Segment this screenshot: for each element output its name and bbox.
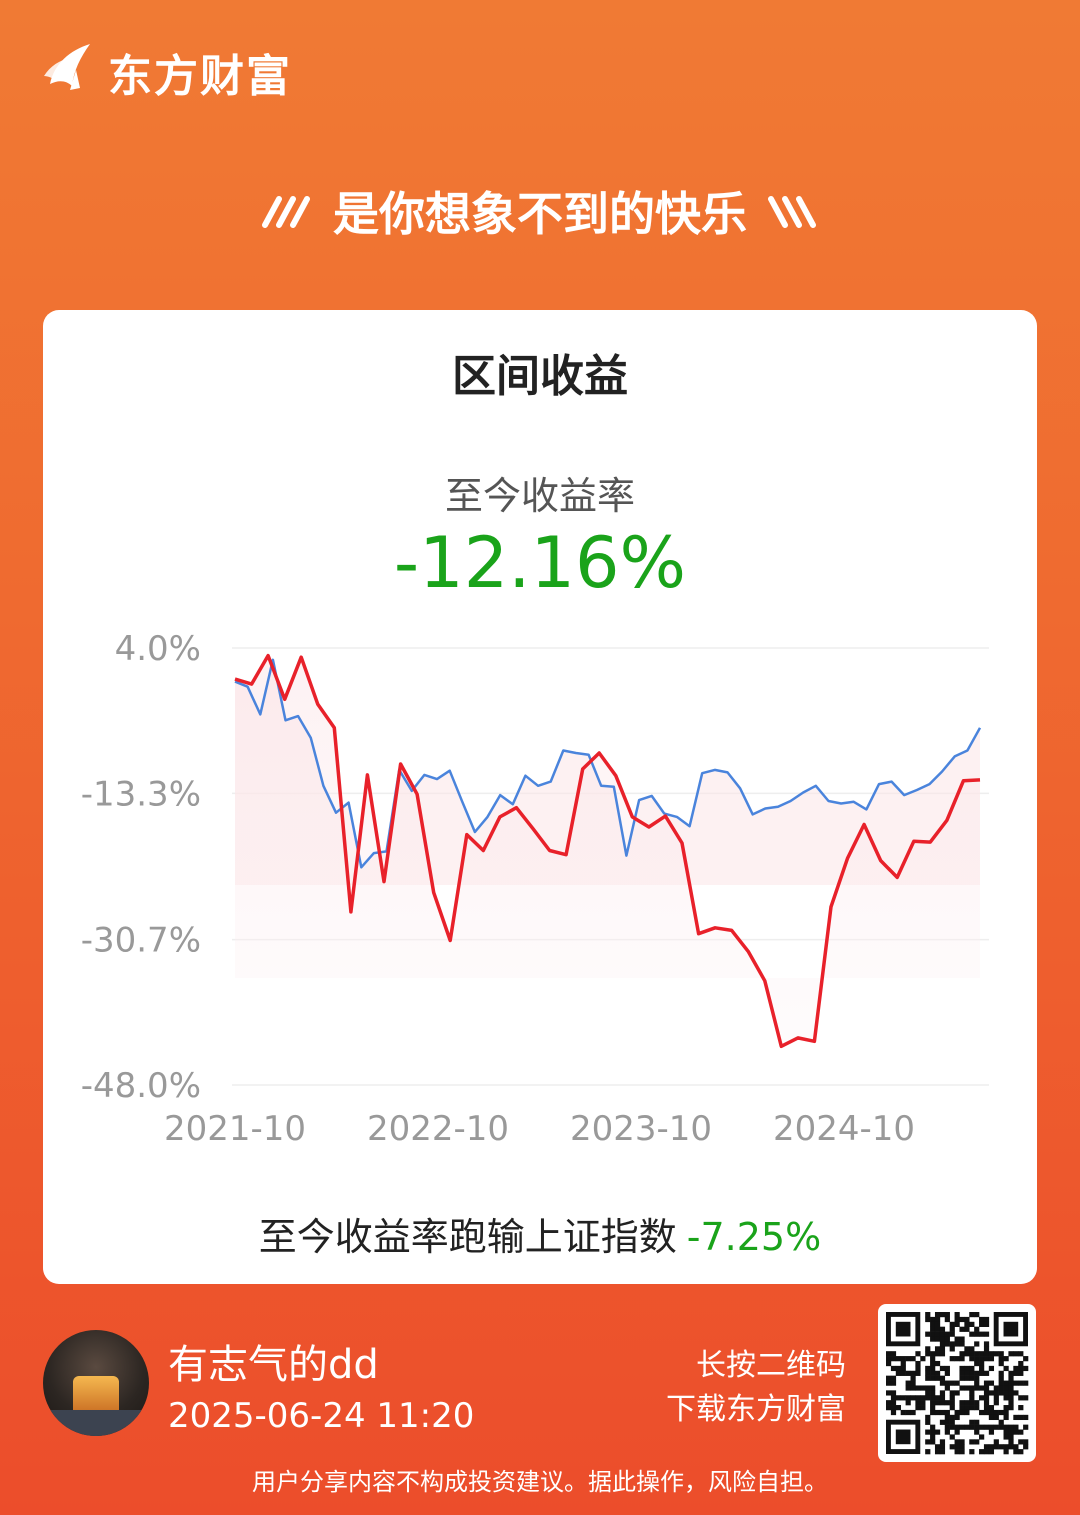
slogan: 是你想象不到的快乐 [0,178,1080,244]
rate-label: 至今收益率 [444,474,635,518]
fund-area [235,655,980,1047]
y-tick-label: -30.7% [81,921,201,961]
y-tick-label: 4.0% [115,629,201,669]
rate-value: -12.16% [393,522,687,604]
slash-decoration-icon [262,196,310,228]
x-tick-label: 2021-10 [164,1109,306,1149]
avatar-building-shape [73,1376,119,1416]
x-tick-label: 2023-10 [570,1109,712,1149]
x-tick-label: 2024-10 [773,1109,915,1149]
compare-line: 至今收益率跑输上证指数 -7.25% [43,1206,1037,1261]
qr-code-icon[interactable] [878,1304,1036,1462]
qr-hint: 长按二维码 下载东方财富 [666,1344,846,1432]
y-tick-label: -48.0% [81,1066,201,1106]
compare-text: 至今收益率跑输上证指数 [258,1215,677,1259]
avatar-water-shape [43,1410,149,1436]
user-name: 有志气的dd [168,1342,379,1388]
backslash-decoration-icon [768,196,816,228]
qr-hint-line2: 下载东方财富 [666,1392,846,1427]
x-tick-label: 2022-10 [367,1109,509,1149]
fund-line [234,653,981,1049]
share-time: 2025-06-24 11:20 [168,1396,475,1436]
eastmoney-leaf-icon [44,44,90,90]
disclaimer: 用户分享内容不构成投资建议。据此操作，风险自担。 [252,1468,828,1496]
avatar[interactable] [43,1330,149,1436]
brand-name: 东方财富 [108,51,292,102]
card-title: 区间收益 [452,351,628,402]
slogan-text: 是你想象不到的快乐 [333,187,747,241]
qr-hint-line1: 长按二维码 [696,1348,846,1383]
compare-value: -7.25% [686,1215,822,1259]
brand: 东方财富 [40,40,292,104]
return-card: 区间收益 至今收益率 -12.16% 4.0% -13.3% -30.7% -48.0… [43,310,1037,1284]
return-chart: 4.0% -13.3% -30.7% -48.0% 2021-10 2022-10 202… [81,629,989,1149]
y-tick-label: -13.3% [81,774,201,814]
